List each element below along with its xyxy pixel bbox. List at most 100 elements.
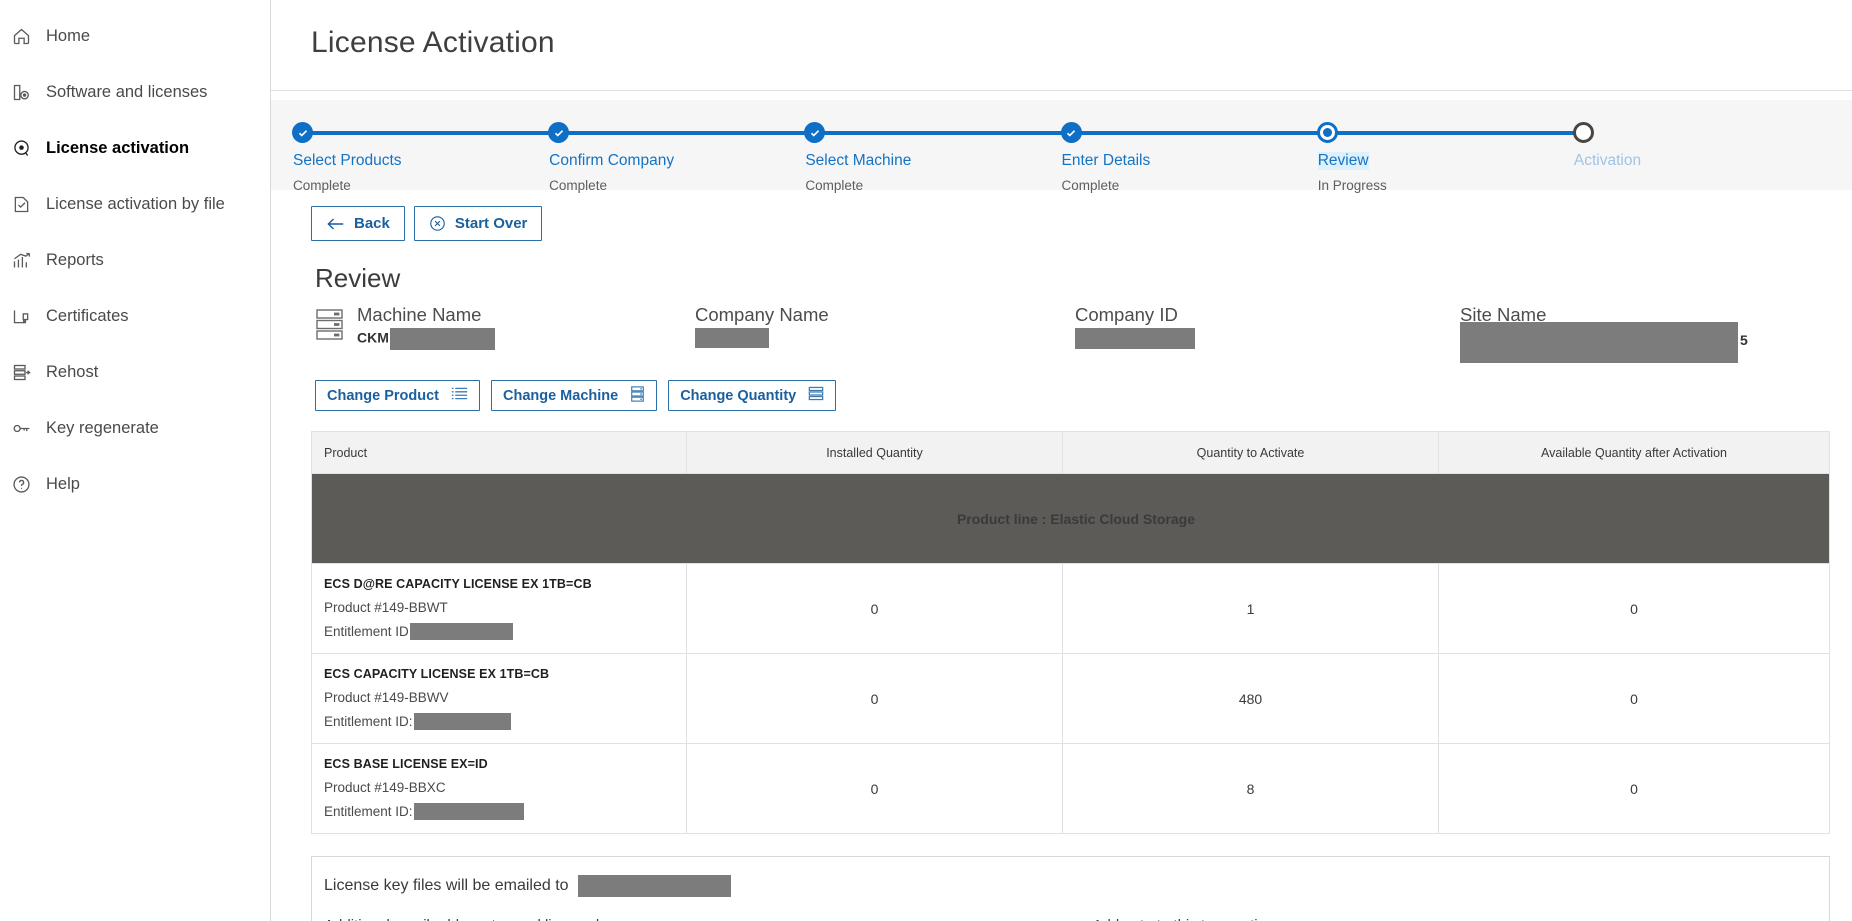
table-head: Product Installed Quantity Quantity to A… — [311, 431, 1830, 475]
arrow-left-icon — [326, 217, 345, 231]
entitlement-id: Entitlement ID — [324, 623, 674, 641]
server-icon — [315, 308, 345, 347]
email-note-fields: Additional email address to send license… — [324, 917, 1815, 921]
machine-name-prefix: CKM — [357, 329, 389, 346]
table-header-row: Product Installed Quantity Quantity to A… — [311, 431, 1830, 475]
step-check-icon — [1060, 122, 1082, 144]
field-company-name: Company Name — [695, 304, 1075, 362]
redaction-block — [413, 803, 524, 821]
entitlement-label: Entitlement ID: — [324, 714, 413, 730]
step-track — [1061, 131, 1318, 136]
transaction-note-label: Add note to this transaction — [1093, 917, 1816, 921]
step-check-icon — [804, 122, 826, 144]
redaction-block — [695, 328, 769, 349]
sidebar-item-rehost[interactable]: Rehost — [0, 344, 270, 400]
step-status: Complete — [1061, 178, 1120, 194]
help-question-icon — [10, 473, 32, 495]
machine-icon — [630, 385, 645, 406]
page-title: License Activation — [311, 26, 555, 60]
sidebar-item-label: Home — [46, 26, 91, 45]
sidebar-item-label: Certificates — [46, 306, 129, 325]
certificate-icon — [10, 305, 32, 327]
sidebar: Home Software and licenses License activ… — [0, 0, 271, 921]
step-track — [1317, 131, 1574, 136]
change-product-button[interactable]: Change Product — [315, 380, 480, 412]
software-licenses-icon — [10, 81, 32, 103]
entitlement-id: Entitlement ID: — [324, 713, 674, 731]
redaction-block — [413, 713, 511, 731]
wizard-actions: Back Start Over — [271, 190, 1852, 242]
email-panel: License key files will be emailed to Add… — [311, 856, 1830, 921]
entitlement-label: Entitlement ID: — [324, 804, 413, 820]
product-line-banner: Product line : Elastic Cloud Storage — [311, 473, 1830, 565]
wizard-stepper: Select Products Complete Confirm Company… — [271, 100, 1852, 194]
products-table: Product Installed Quantity Quantity to A… — [311, 431, 1830, 835]
quantity-to-activate: 1 — [1062, 563, 1439, 655]
change-machine-button[interactable]: Change Machine — [490, 380, 658, 412]
sidebar-item-home[interactable]: Home — [0, 8, 270, 64]
site-name-tail: 5 — [1740, 332, 1748, 349]
redaction-block — [389, 328, 495, 351]
back-button-label: Back — [354, 215, 390, 233]
step-track — [293, 131, 550, 136]
rehost-server-icon — [10, 361, 32, 383]
step-check-icon — [292, 122, 313, 144]
step-current-icon — [1316, 122, 1338, 144]
step-label: Enter Details — [1061, 152, 1151, 170]
sidebar-item-license-activation-by-file[interactable]: License activation by file — [0, 176, 270, 232]
table-row: ECS D@RE CAPACITY LICENSE EX 1TB=CB Prod… — [311, 563, 1830, 655]
step-track — [549, 131, 806, 136]
step-track — [805, 131, 1062, 136]
sidebar-item-label: License activation by file — [46, 194, 225, 213]
product-cell: ECS CAPACITY LICENSE EX 1TB=CB Product #… — [311, 653, 687, 745]
field-machine-name: Machine Name CKM — [315, 304, 695, 362]
start-over-button[interactable]: Start Over — [413, 206, 543, 242]
table-row: ECS BASE LICENSE EX=ID Product #149-BBXC… — [311, 743, 1830, 835]
emailed-to-label: License key files will be emailed to — [324, 877, 569, 895]
field-company-id: Company ID — [1075, 304, 1460, 362]
entitlement-label: Entitlement ID — [324, 624, 409, 640]
sidebar-item-certificates[interactable]: Certificates — [0, 288, 270, 344]
review-heading: Review — [315, 263, 401, 294]
column-header-quantity-to-activate: Quantity to Activate — [1062, 431, 1439, 475]
review-body: Review Machine Name CKM — [271, 263, 1852, 921]
sidebar-item-reports[interactable]: Reports — [0, 232, 270, 288]
additional-email-label: Additional email address to send license… — [324, 917, 1047, 921]
product-cell: ECS D@RE CAPACITY LICENSE EX 1TB=CB Prod… — [311, 563, 687, 655]
change-machine-button-label: Change Machine — [502, 387, 619, 404]
key-icon — [10, 417, 32, 439]
sidebar-item-key-regenerate[interactable]: Key regenerate — [0, 400, 270, 456]
change-quantity-button[interactable]: Change Quantity — [668, 380, 837, 412]
sidebar-item-label: License activation — [46, 138, 190, 157]
product-name: ECS BASE LICENSE EX=ID — [324, 757, 488, 772]
product-name: ECS D@RE CAPACITY LICENSE EX 1TB=CB — [324, 577, 592, 592]
back-button[interactable]: Back — [311, 206, 405, 242]
installed-quantity: 0 — [686, 563, 1063, 655]
available-after-activation: 0 — [1438, 653, 1830, 745]
license-activation-icon — [10, 137, 32, 159]
available-after-activation: 0 — [1438, 563, 1830, 655]
sidebar-item-label: Software and licenses — [46, 82, 208, 101]
home-icon — [10, 25, 32, 47]
step-check-icon — [548, 122, 570, 144]
column-header-available-after-activation: Available Quantity after Activation — [1438, 431, 1830, 475]
sidebar-item-label: Rehost — [46, 362, 99, 381]
quantity-to-activate: 8 — [1062, 743, 1439, 835]
additional-email-group: Additional email address to send license… — [324, 917, 1047, 921]
column-header-product: Product — [311, 431, 687, 475]
field-label: Site Name — [1460, 304, 1547, 326]
sidebar-item-label: Reports — [46, 250, 104, 269]
main-content: License Activation Select Products Compl… — [271, 0, 1852, 921]
step-status: Complete — [293, 178, 351, 194]
sidebar-item-license-activation[interactable]: License activation — [0, 120, 270, 176]
sidebar-item-software-and-licenses[interactable]: Software and licenses — [0, 64, 270, 120]
quantity-to-activate: 480 — [1062, 653, 1439, 745]
field-value: CKM — [357, 328, 695, 351]
column-header-installed-quantity: Installed Quantity — [686, 431, 1063, 475]
quantity-icon — [808, 386, 824, 405]
product-cell: ECS BASE LICENSE EX=ID Product #149-BBXC… — [311, 743, 687, 835]
step-label: Select Machine — [805, 152, 912, 170]
sidebar-item-help[interactable]: Help — [0, 456, 270, 512]
field-value — [695, 328, 1075, 350]
